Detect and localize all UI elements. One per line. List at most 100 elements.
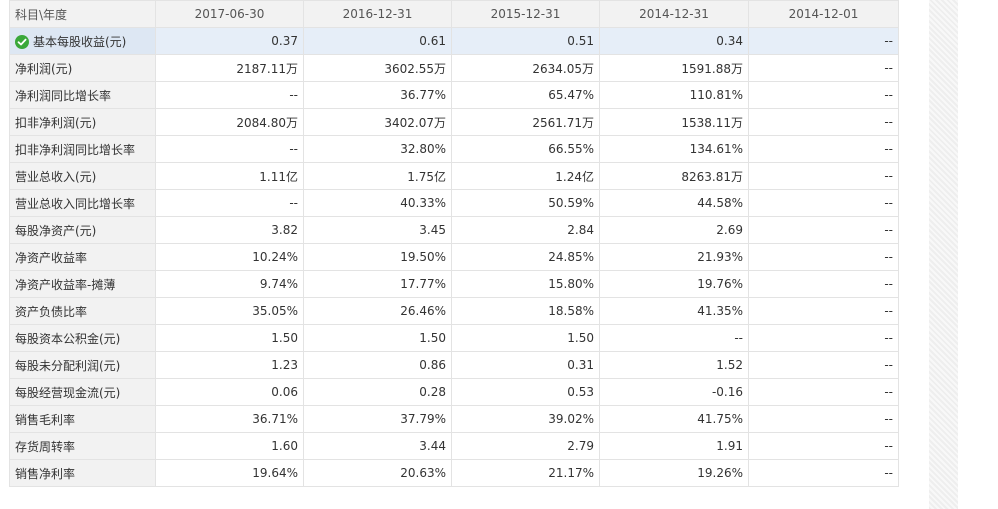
row-label-cell[interactable]: 每股资本公积金(元): [9, 324, 156, 352]
value-cell: 44.58%: [599, 189, 749, 217]
row-label-cell[interactable]: 扣非净利润(元): [9, 108, 156, 136]
value-cell: 36.77%: [303, 81, 452, 109]
value-cell: 2084.80万: [155, 108, 304, 136]
value-cell: --: [155, 135, 304, 163]
row-label: 营业总收入(元): [15, 169, 97, 184]
value-cell: 1.52: [599, 351, 749, 379]
value-cell: 1.24亿: [451, 162, 600, 190]
row-label: 每股未分配利润(元): [15, 358, 121, 373]
row-label: 扣非净利润(元): [15, 115, 97, 130]
row-label-cell[interactable]: 资产负债比率: [9, 297, 156, 325]
row-label-cell[interactable]: 净资产收益率: [9, 243, 156, 271]
value-cell: 110.81%: [599, 81, 749, 109]
table-row[interactable]: 每股资本公积金(元) 1.50 1.50 1.50 -- --: [9, 324, 899, 352]
value-cell: 1.50: [451, 324, 600, 352]
column-header[interactable]: 2014-12-01: [748, 0, 899, 28]
column-header[interactable]: 2014-12-31: [599, 0, 749, 28]
value-cell: 0.28: [303, 378, 452, 406]
value-cell: 19.76%: [599, 270, 749, 298]
value-cell: --: [748, 162, 899, 190]
table-row[interactable]: 资产负债比率 35.05% 26.46% 18.58% 41.35% --: [9, 297, 899, 325]
value-cell: 0.61: [303, 27, 452, 55]
table-row[interactable]: 净利润(元) 2187.11万 3602.55万 2634.05万 1591.88万 --: [9, 54, 899, 82]
row-label-cell[interactable]: 销售毛利率: [9, 405, 156, 433]
table-row[interactable]: 净资产收益率 10.24% 19.50% 24.85% 21.93% --: [9, 243, 899, 271]
row-label: 存货周转率: [15, 439, 76, 454]
table-row[interactable]: 净资产收益率-摊薄 9.74% 17.77% 15.80% 19.76% --: [9, 270, 899, 298]
value-cell: --: [748, 432, 899, 460]
row-label-cell[interactable]: 营业总收入(元): [9, 162, 156, 190]
value-cell: 19.26%: [599, 459, 749, 487]
table-row[interactable]: 每股经营现金流(元) 0.06 0.28 0.53 -0.16 --: [9, 378, 899, 406]
row-label: 销售毛利率: [15, 412, 76, 427]
value-cell: 0.31: [451, 351, 600, 379]
row-label-cell[interactable]: 每股未分配利润(元): [9, 351, 156, 379]
value-cell: 37.79%: [303, 405, 452, 433]
value-cell: --: [748, 459, 899, 487]
value-cell: 36.71%: [155, 405, 304, 433]
row-label-cell[interactable]: 扣非净利润同比增长率: [9, 135, 156, 163]
row-label: 销售净利率: [15, 466, 76, 481]
row-label: 每股经营现金流(元): [15, 385, 121, 400]
value-cell: --: [748, 54, 899, 82]
table-row[interactable]: 每股净资产(元) 3.82 3.45 2.84 2.69 --: [9, 216, 899, 244]
value-cell: --: [748, 297, 899, 325]
row-label-cell[interactable]: 净利润(元): [9, 54, 156, 82]
row-label: 扣非净利润同比增长率: [15, 142, 136, 157]
row-label-cell[interactable]: 销售净利率: [9, 459, 156, 487]
value-cell: 21.17%: [451, 459, 600, 487]
value-cell: 3402.07万: [303, 108, 452, 136]
table-row[interactable]: 扣非净利润(元) 2084.80万 3402.07万 2561.71万 1538.11万…: [9, 108, 899, 136]
value-cell: 1.60: [155, 432, 304, 460]
value-cell: 9.74%: [155, 270, 304, 298]
value-cell: 2187.11万: [155, 54, 304, 82]
column-header[interactable]: 2016-12-31: [303, 0, 452, 28]
value-cell: 0.86: [303, 351, 452, 379]
column-header[interactable]: 2015-12-31: [451, 0, 600, 28]
value-cell: --: [748, 405, 899, 433]
table-row[interactable]: 净利润同比增长率 -- 36.77% 65.47% 110.81% --: [9, 81, 899, 109]
value-cell: --: [748, 81, 899, 109]
row-label: 营业总收入同比增长率: [15, 196, 136, 211]
row-label: 净资产收益率-摊薄: [15, 277, 116, 292]
table-row[interactable]: 营业总收入(元) 1.11亿 1.75亿 1.24亿 8263.81万 --: [9, 162, 899, 190]
row-label-cell[interactable]: 净利润同比增长率: [9, 81, 156, 109]
value-cell: 1.23: [155, 351, 304, 379]
value-cell: 1.91: [599, 432, 749, 460]
row-label: 资产负债比率: [15, 304, 88, 319]
value-cell: 0.37: [155, 27, 304, 55]
header-corner-label: 科目\年度: [9, 0, 156, 28]
row-label-cell[interactable]: 每股经营现金流(元): [9, 378, 156, 406]
table-row[interactable]: 基本每股收益(元) 0.37 0.61 0.51 0.34 --: [9, 27, 899, 55]
row-label-cell[interactable]: 每股净资产(元): [9, 216, 156, 244]
table-row[interactable]: 销售毛利率 36.71% 37.79% 39.02% 41.75% --: [9, 405, 899, 433]
value-cell: 2561.71万: [451, 108, 600, 136]
row-label-cell[interactable]: 营业总收入同比增长率: [9, 189, 156, 217]
table-row[interactable]: 销售净利率 19.64% 20.63% 21.17% 19.26% --: [9, 459, 899, 487]
table-row[interactable]: 营业总收入同比增长率 -- 40.33% 50.59% 44.58% --: [9, 189, 899, 217]
value-cell: --: [748, 27, 899, 55]
value-cell: --: [599, 324, 749, 352]
row-label-cell[interactable]: 存货周转率: [9, 432, 156, 460]
column-header[interactable]: 2017-06-30: [155, 0, 304, 28]
value-cell: 32.80%: [303, 135, 452, 163]
value-cell: 35.05%: [155, 297, 304, 325]
value-cell: 2.69: [599, 216, 749, 244]
value-cell: 1.50: [155, 324, 304, 352]
table-row[interactable]: 存货周转率 1.60 3.44 2.79 1.91 --: [9, 432, 899, 460]
value-cell: --: [155, 189, 304, 217]
value-cell: 3.44: [303, 432, 452, 460]
table-row[interactable]: 扣非净利润同比增长率 -- 32.80% 66.55% 134.61% --: [9, 135, 899, 163]
value-cell: 1.11亿: [155, 162, 304, 190]
value-cell: 0.34: [599, 27, 749, 55]
value-cell: 8263.81万: [599, 162, 749, 190]
row-label-cell[interactable]: 净资产收益率-摊薄: [9, 270, 156, 298]
value-cell: --: [155, 81, 304, 109]
value-cell: 3602.55万: [303, 54, 452, 82]
row-label-cell[interactable]: 基本每股收益(元): [9, 27, 156, 55]
value-cell: --: [748, 243, 899, 271]
scrollbar-track[interactable]: [929, 0, 958, 509]
value-cell: --: [748, 108, 899, 136]
table-row[interactable]: 每股未分配利润(元) 1.23 0.86 0.31 1.52 --: [9, 351, 899, 379]
